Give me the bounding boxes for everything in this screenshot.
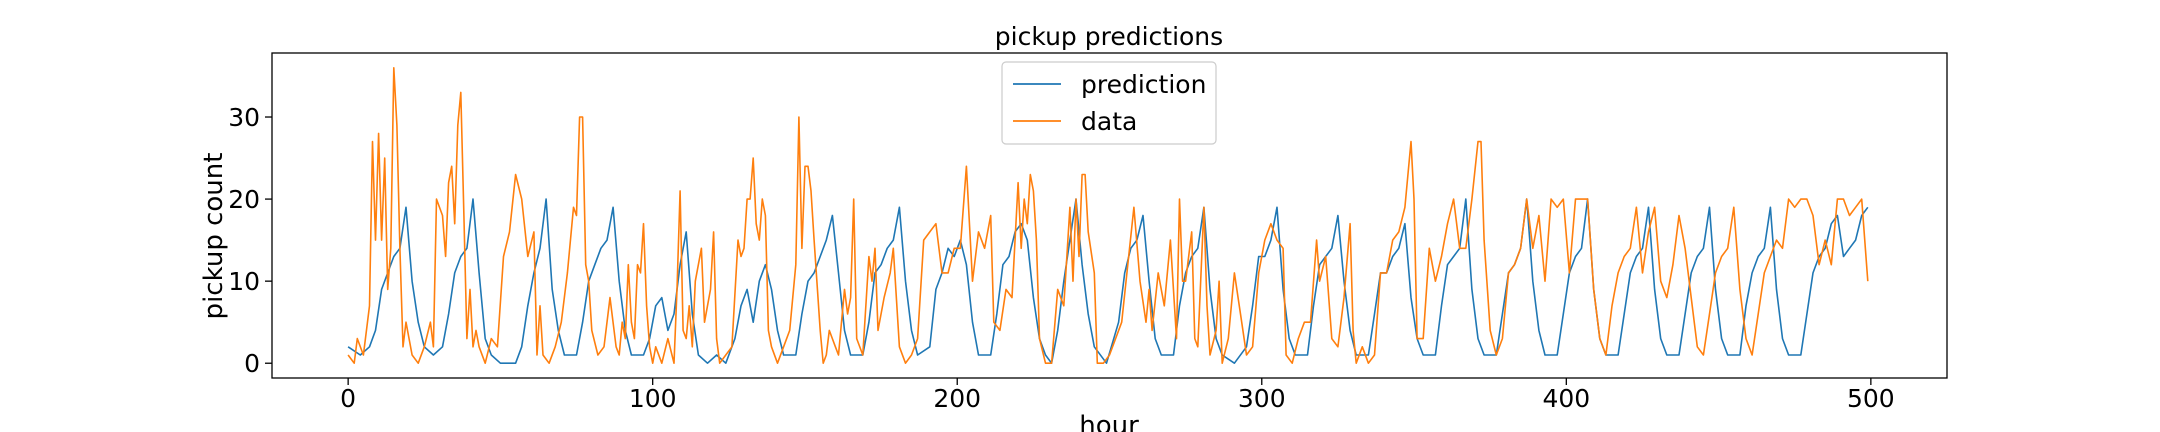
legend-label-data: data <box>1081 107 1137 136</box>
y-tick-label: 20 <box>228 185 260 214</box>
y-axis: 0 10 20 30 <box>228 103 272 378</box>
plot-frame <box>271 52 1948 379</box>
legend: prediction data <box>1001 61 1217 145</box>
y-tick-label: 30 <box>228 103 260 132</box>
x-tick-label: 200 <box>933 384 981 413</box>
y-tick-label: 0 <box>244 349 260 378</box>
x-tick-label: 500 <box>1847 384 1895 413</box>
series-line-data <box>347 67 1869 364</box>
legend-label-prediction: prediction <box>1081 70 1206 99</box>
chart-title: pickup predictions <box>995 22 1223 51</box>
series-line-prediction <box>347 198 1869 364</box>
y-tick-label: 10 <box>228 267 260 296</box>
y-axis-label: pickup count <box>199 153 229 320</box>
x-tick-label: 0 <box>340 384 356 413</box>
x-tick-label: 300 <box>1238 384 1286 413</box>
legend-box <box>1001 61 1217 145</box>
x-axis-label: hour <box>1079 411 1139 432</box>
x-axis: 0 100 200 300 400 500 <box>340 378 1895 413</box>
series-layer <box>347 67 1869 364</box>
x-tick-label: 100 <box>629 384 677 413</box>
x-tick-label: 400 <box>1542 384 1590 413</box>
